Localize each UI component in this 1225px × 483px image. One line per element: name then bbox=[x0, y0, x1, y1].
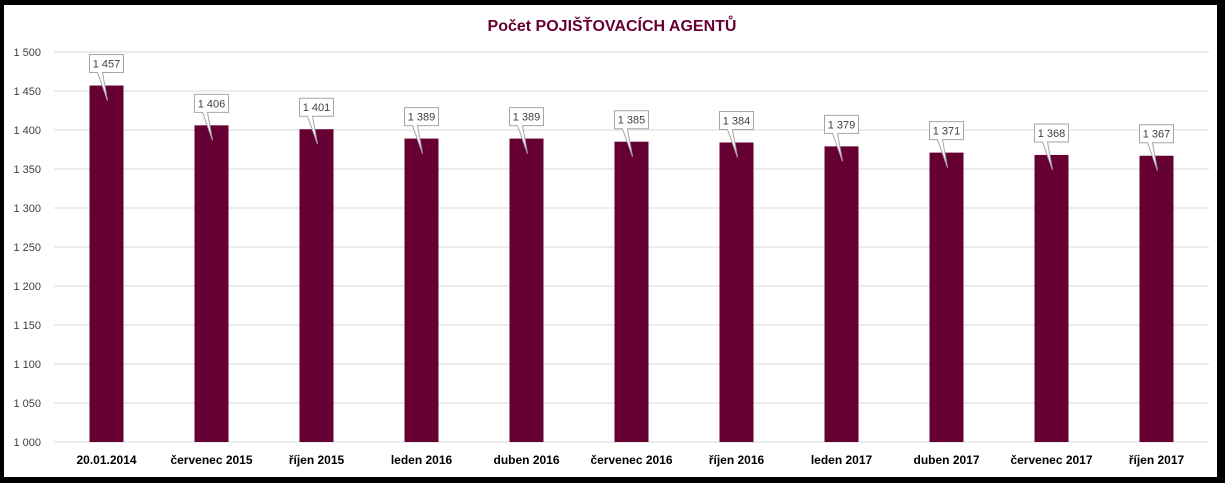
chart-frame: Počet POJIŠŤOVACÍCH AGENTŮ 1 000 1 050 1 1… bbox=[4, 5, 1217, 477]
data-label-callout bbox=[824, 114, 859, 162]
x-category-label: říjen 2016 bbox=[709, 453, 765, 467]
bar bbox=[614, 141, 649, 442]
y-tick-label: 1 100 bbox=[13, 359, 41, 371]
bar bbox=[299, 129, 334, 442]
data-labels: 1 457 1 406 1 401 1 389 1 389 1 385 1 384 1 379… bbox=[89, 54, 1174, 171]
data-label: 1 379 bbox=[828, 119, 856, 131]
data-label-callout bbox=[1034, 123, 1069, 171]
data-label: 1 389 bbox=[408, 112, 436, 124]
chart-title: Počet POJIŠŤOVACÍCH AGENTŮ bbox=[488, 15, 737, 35]
data-label: 1 384 bbox=[723, 115, 751, 127]
y-tick-label: 1 000 bbox=[13, 437, 41, 449]
data-label-callout bbox=[929, 121, 964, 168]
data-label-callout bbox=[509, 107, 544, 154]
x-category-label: 20.01.2014 bbox=[76, 453, 136, 467]
data-label: 1 368 bbox=[1038, 128, 1066, 140]
data-label: 1 406 bbox=[198, 98, 226, 110]
bar bbox=[1139, 155, 1174, 443]
x-category-label: červenec 2015 bbox=[170, 453, 252, 467]
data-label: 1 385 bbox=[618, 115, 646, 127]
data-label: 1 389 bbox=[513, 112, 541, 124]
data-label-callout bbox=[719, 110, 754, 158]
x-category-label: červenec 2017 bbox=[1010, 453, 1092, 467]
data-label: 1 401 bbox=[303, 102, 331, 114]
bar bbox=[89, 85, 124, 442]
bar bbox=[929, 152, 964, 442]
bar bbox=[404, 138, 439, 442]
data-label: 1 367 bbox=[1143, 129, 1171, 141]
bar bbox=[824, 146, 859, 442]
data-label: 1 457 bbox=[93, 59, 121, 71]
y-axis-ticks: 1 000 1 050 1 100 1 150 1 200 1 250 1 300 1 350… bbox=[13, 47, 41, 449]
y-tick-label: 1 500 bbox=[13, 47, 41, 59]
x-category-label: říjen 2017 bbox=[1129, 453, 1185, 467]
y-tick-label: 1 250 bbox=[13, 242, 41, 254]
x-category-label: leden 2016 bbox=[391, 453, 453, 467]
x-category-label: červenec 2016 bbox=[590, 453, 672, 467]
bar bbox=[719, 142, 754, 443]
bars bbox=[89, 85, 1174, 443]
y-tick-label: 1 350 bbox=[13, 164, 41, 176]
y-tick-label: 1 200 bbox=[13, 281, 41, 293]
data-label-callout bbox=[1139, 124, 1174, 171]
y-tick-label: 1 450 bbox=[13, 86, 41, 98]
y-tick-label: 1 400 bbox=[13, 125, 41, 137]
x-category-label: říjen 2015 bbox=[289, 453, 345, 467]
y-tick-label: 1 300 bbox=[13, 203, 41, 215]
x-category-label: leden 2017 bbox=[811, 453, 873, 467]
bar bbox=[509, 138, 544, 442]
bar bbox=[1034, 154, 1069, 442]
data-label-callout bbox=[404, 107, 439, 154]
chart-svg: Počet POJIŠŤOVACÍCH AGENTŮ 1 000 1 050 1 1… bbox=[13, 15, 1209, 467]
data-label-callout bbox=[89, 54, 124, 101]
data-label-callout bbox=[299, 97, 334, 145]
bar bbox=[194, 125, 229, 442]
data-label: 1 371 bbox=[933, 126, 961, 138]
y-tick-label: 1 150 bbox=[13, 320, 41, 332]
y-tick-label: 1 050 bbox=[13, 398, 41, 410]
x-category-label: duben 2017 bbox=[913, 453, 979, 467]
data-label-callout bbox=[614, 110, 649, 157]
data-label-callout bbox=[194, 93, 229, 141]
x-category-label: duben 2016 bbox=[493, 453, 559, 467]
x-axis-categories: 20.01.2014 červenec 2015 říjen 2015 leden 2… bbox=[76, 453, 1184, 467]
